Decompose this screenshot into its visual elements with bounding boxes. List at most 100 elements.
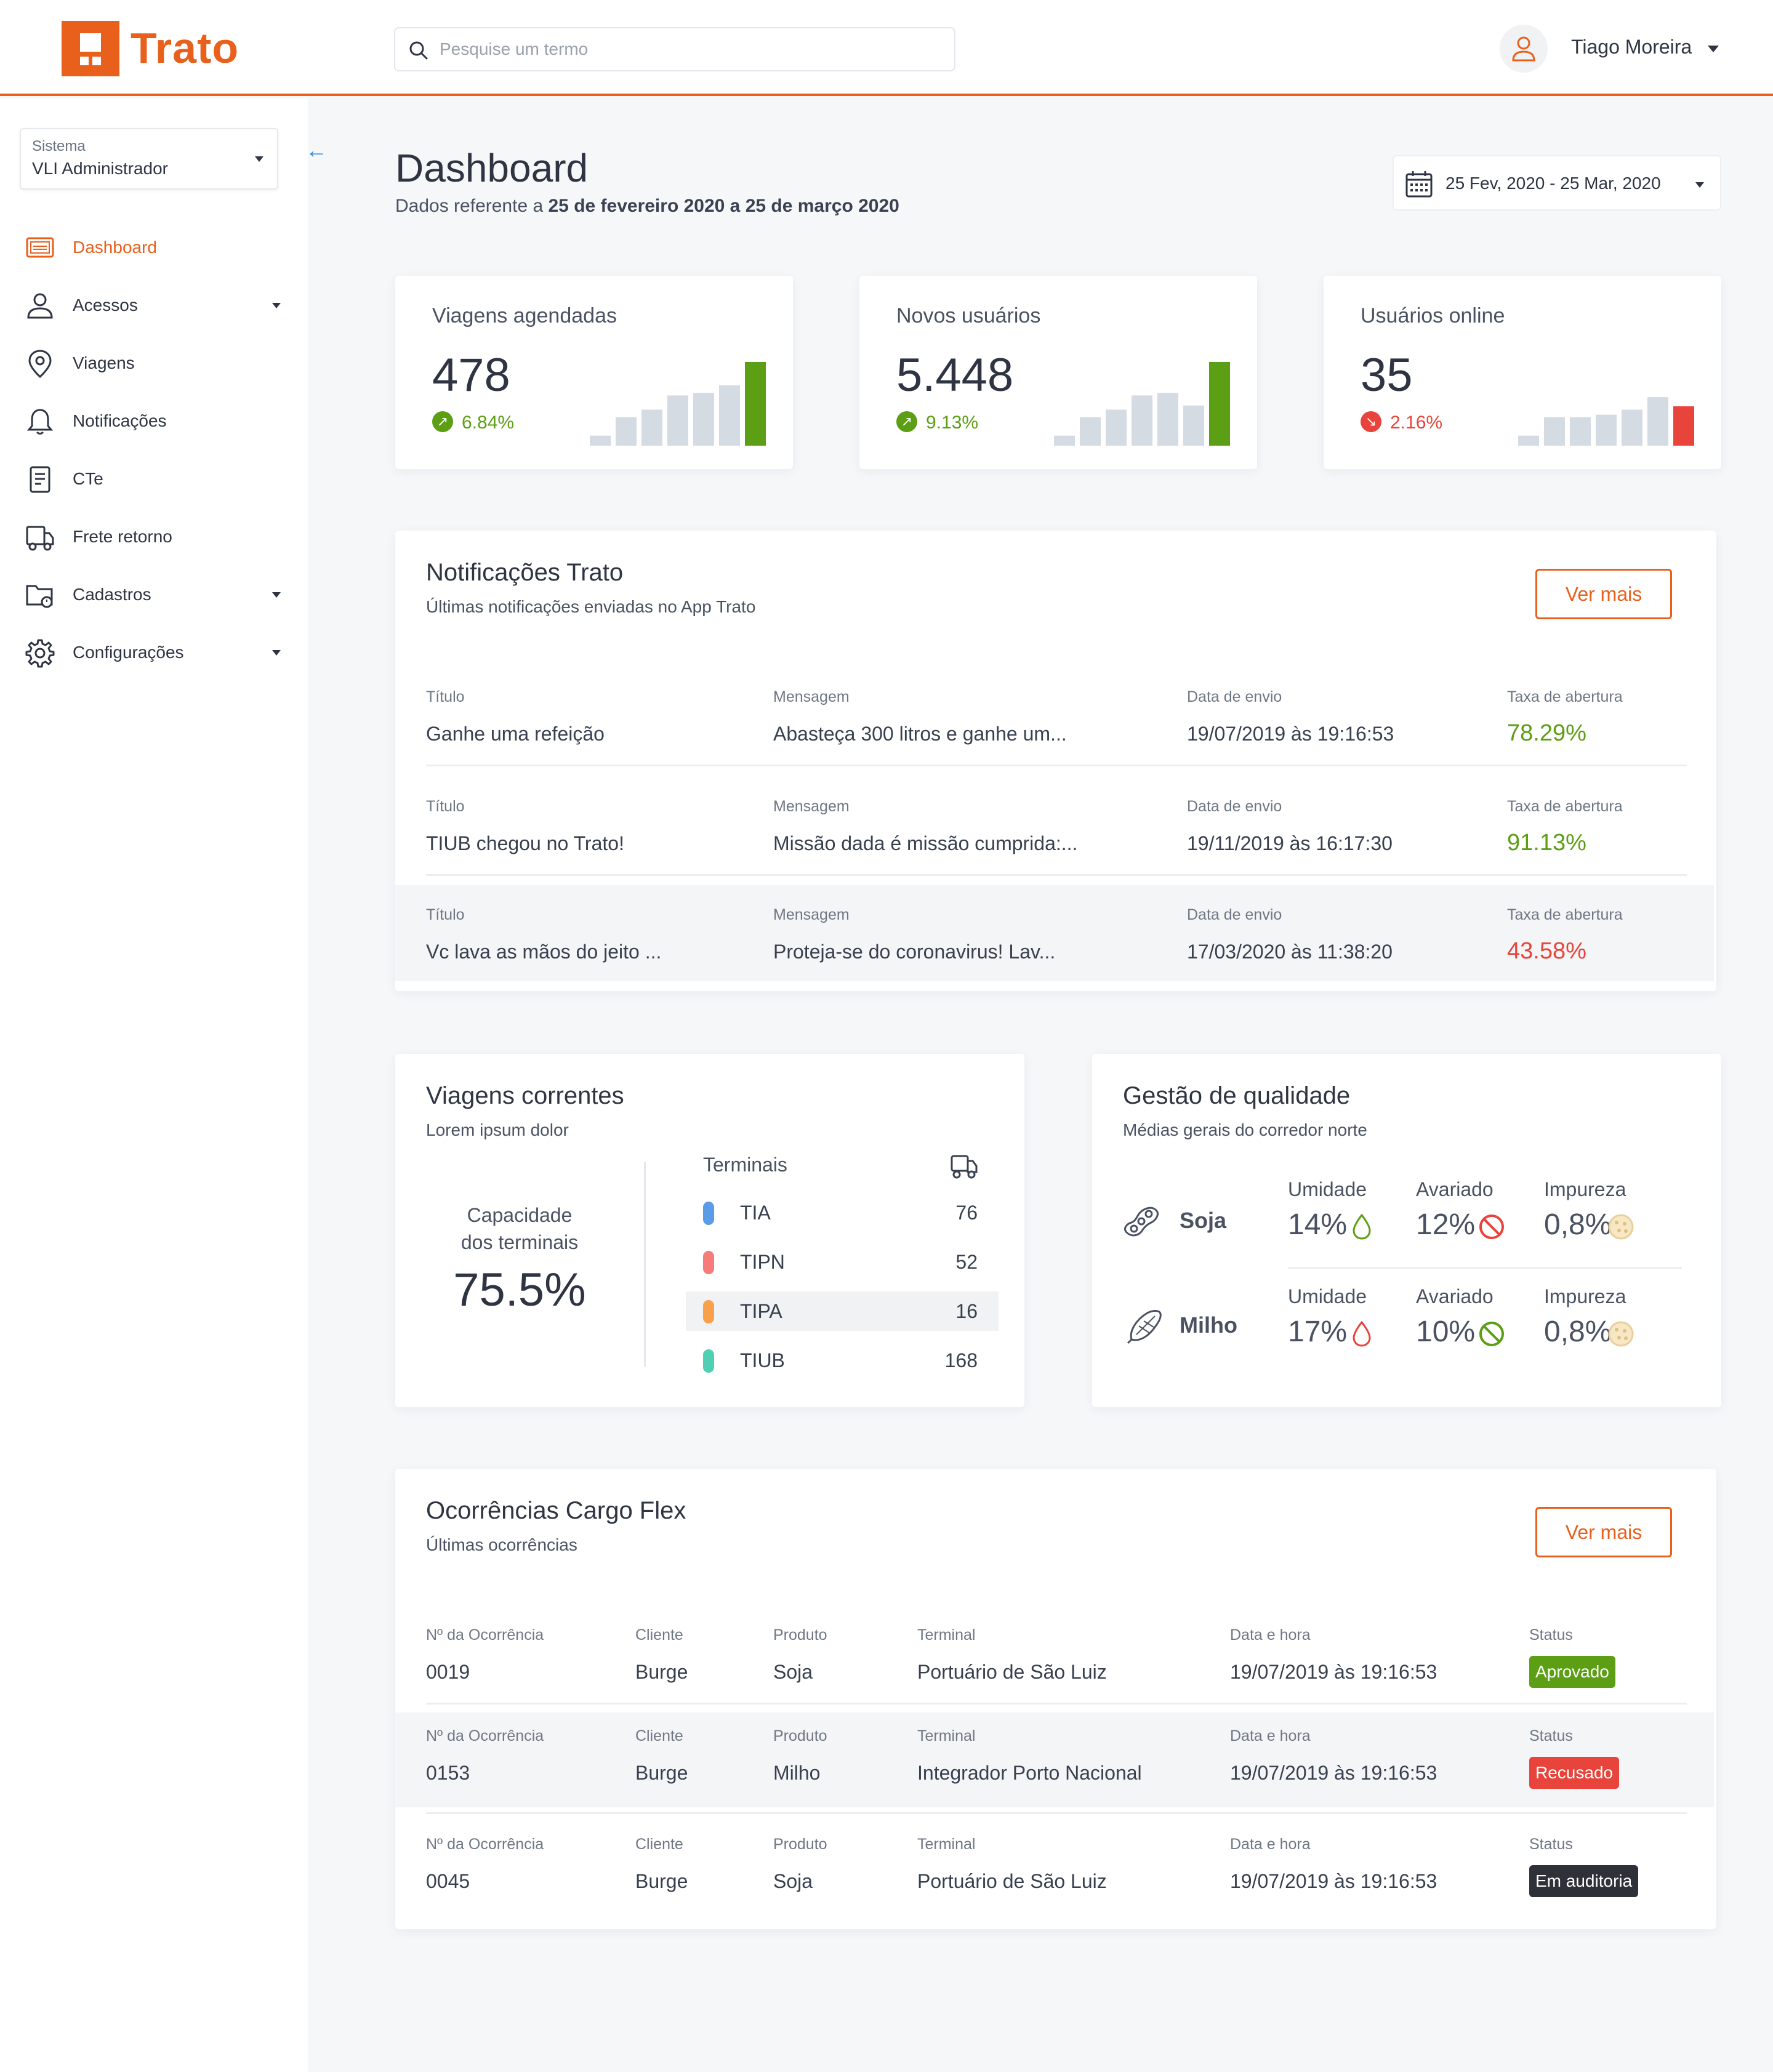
occurrence-product: Soja xyxy=(773,1870,813,1892)
kpi-card-viagens-agendadas: Viagens agendadas 478 ↗ 6.84% xyxy=(395,276,793,469)
occurrence-terminal: Integrador Porto Nacional xyxy=(917,1762,1142,1784)
subtitle-prefix: Dados referente a xyxy=(395,196,549,216)
kpi-change-value: 9.13% xyxy=(926,412,979,433)
terminal-name: TIPN xyxy=(740,1251,785,1273)
sidebar-item-label: Notificações xyxy=(73,411,167,430)
date-range-picker[interactable]: 25 Fev, 2020 - 25 Mar, 2020 xyxy=(1393,155,1721,211)
table-row[interactable]: Nº da Ocorrência 0153 Cliente Burge Prod… xyxy=(395,1713,1714,1807)
top-header: Trato Tiago Moreira xyxy=(0,0,1773,96)
impurity-label: Impureza xyxy=(1544,1178,1626,1200)
status-badge: Aprovado xyxy=(1529,1656,1615,1688)
search-box[interactable] xyxy=(394,27,955,71)
column-label: Taxa de abertura xyxy=(1507,688,1623,705)
search-input[interactable] xyxy=(438,36,943,63)
brand-name[interactable]: Trato xyxy=(131,24,239,72)
corn-icon xyxy=(1127,1310,1162,1344)
impurity-icon xyxy=(1608,1321,1634,1347)
damaged-label: Avariado xyxy=(1416,1285,1494,1307)
table-row[interactable]: Nº da Ocorrência 0045 Cliente Burge Prod… xyxy=(395,1820,1714,1918)
notification-title: Ganhe uma refeição xyxy=(426,723,605,745)
kpi-bar xyxy=(1622,409,1642,446)
kpi-title: Viagens agendadas xyxy=(432,304,617,327)
folder-icon xyxy=(26,585,53,608)
sidebar-item-frete-retorno[interactable]: Frete retorno xyxy=(25,518,289,555)
notifications-card: Notificações Trato Últimas notificações … xyxy=(395,531,1716,991)
notification-date: 19/11/2019 às 16:17:30 xyxy=(1187,832,1393,854)
occurrence-id: 0153 xyxy=(426,1762,470,1784)
kpi-bar xyxy=(745,362,766,446)
notification-title: Vc lava as mãos do jeito ... xyxy=(426,941,662,963)
terminal-row[interactable]: TIUB 168 xyxy=(686,1341,999,1380)
kpi-bar xyxy=(1209,362,1230,446)
chevron-down-icon xyxy=(272,592,281,598)
chevron-down-icon xyxy=(272,650,281,656)
notification-message: Missão dada é missão cumprida:... xyxy=(773,832,1078,854)
user-icon xyxy=(27,293,53,319)
sidebar-item-configuracoes[interactable]: Configurações xyxy=(25,634,289,671)
column-label: Cliente xyxy=(635,1626,683,1644)
terminal-value: 52 xyxy=(955,1251,978,1273)
user-name[interactable]: Tiago Moreira xyxy=(1571,36,1692,58)
sidebar-item-label: Viagens xyxy=(73,353,135,372)
section-subtitle: Lorem ipsum dolor xyxy=(426,1120,569,1139)
collapse-sidebar-icon[interactable]: ← xyxy=(305,137,328,163)
terminal-name: TIPA xyxy=(740,1300,782,1322)
ver-mais-button[interactable]: Ver mais xyxy=(1535,569,1672,619)
kpi-card-usuarios-online: Usuários online 35 ↘ 2.16% xyxy=(1324,276,1721,469)
sidebar-item-cadastros[interactable]: Cadastros xyxy=(25,576,289,613)
occurrence-product: Milho xyxy=(773,1762,821,1784)
column-label: Taxa de abertura xyxy=(1507,906,1623,923)
row-divider xyxy=(426,1812,1687,1814)
kpi-bar xyxy=(1570,417,1591,446)
trend-down-icon: ↘ xyxy=(1361,411,1381,433)
table-row[interactable]: Título Vc lava as mãos do jeito ... Mens… xyxy=(395,885,1714,981)
terminal-row[interactable]: TIPN 52 xyxy=(686,1242,999,1282)
row-divider xyxy=(426,765,1687,766)
table-row[interactable]: Título Ganhe uma refeição Mensagem Abast… xyxy=(395,675,1714,773)
section-subtitle: Últimas notificações enviadas no App Tra… xyxy=(426,597,756,616)
trips-card: Viagens correntes Lorem ipsum dolor Capa… xyxy=(395,1054,1024,1407)
sidebar-item-viagens[interactable]: Viagens xyxy=(25,345,289,382)
notification-date: 19/07/2019 às 19:16:53 xyxy=(1187,723,1394,745)
terminal-color-marker xyxy=(703,1202,714,1225)
sidebar-item-acessos[interactable]: Acessos xyxy=(25,287,289,324)
kpi-title: Novos usuários xyxy=(896,304,1041,327)
user-icon xyxy=(1512,36,1535,62)
kpi-bar xyxy=(719,385,740,446)
column-label: Nº da Ocorrência xyxy=(426,1836,544,1853)
water-drop-icon xyxy=(1353,1320,1371,1347)
sidebar-item-dashboard[interactable]: Dashboard xyxy=(25,229,289,266)
occurrence-terminal: Portuário de São Luiz xyxy=(917,1661,1107,1683)
terminals-header: Terminais xyxy=(703,1154,787,1176)
column-label: Produto xyxy=(773,1626,827,1644)
kpi-bar xyxy=(1157,393,1178,446)
chevron-down-icon xyxy=(255,156,263,162)
impurity-value: 0,8% xyxy=(1544,1208,1612,1241)
column-label: Data de envio xyxy=(1187,798,1282,815)
column-label: Data e hora xyxy=(1230,1626,1311,1644)
column-label: Título xyxy=(426,688,465,705)
table-row[interactable]: Nº da Ocorrência 0019 Cliente Burge Prod… xyxy=(395,1613,1714,1711)
system-select[interactable]: Sistema VLI Administrador xyxy=(20,128,278,190)
chevron-down-icon[interactable] xyxy=(1708,46,1719,52)
ver-mais-button[interactable]: Ver mais xyxy=(1535,1507,1672,1557)
kpi-bar xyxy=(1518,435,1539,446)
column-label: Produto xyxy=(773,1727,827,1745)
trato-logo-icon[interactable] xyxy=(62,21,119,76)
terminal-row[interactable]: TIPA 16 xyxy=(686,1291,999,1331)
table-row[interactable]: Título TIUB chegou no Trato! Mensagem Mi… xyxy=(395,784,1714,883)
row-divider xyxy=(1288,1267,1682,1269)
sidebar-item-label: Cadastros xyxy=(73,585,151,604)
sidebar-item-notificacoes[interactable]: Notificações xyxy=(25,403,289,440)
calendar-icon xyxy=(1405,171,1433,198)
page-title: Dashboard xyxy=(395,146,589,190)
kpi-bar xyxy=(1106,409,1127,446)
column-label: Terminal xyxy=(917,1836,976,1853)
column-label: Terminal xyxy=(917,1626,976,1644)
user-avatar[interactable] xyxy=(1500,25,1548,73)
terminal-row[interactable]: TIA 76 xyxy=(686,1193,999,1232)
notification-message: Abasteça 300 litros e ganhe um... xyxy=(773,723,1067,745)
column-label: Data e hora xyxy=(1230,1836,1311,1853)
kpi-title: Usuários online xyxy=(1361,304,1505,327)
sidebar-item-cte[interactable]: CTe xyxy=(25,460,289,497)
